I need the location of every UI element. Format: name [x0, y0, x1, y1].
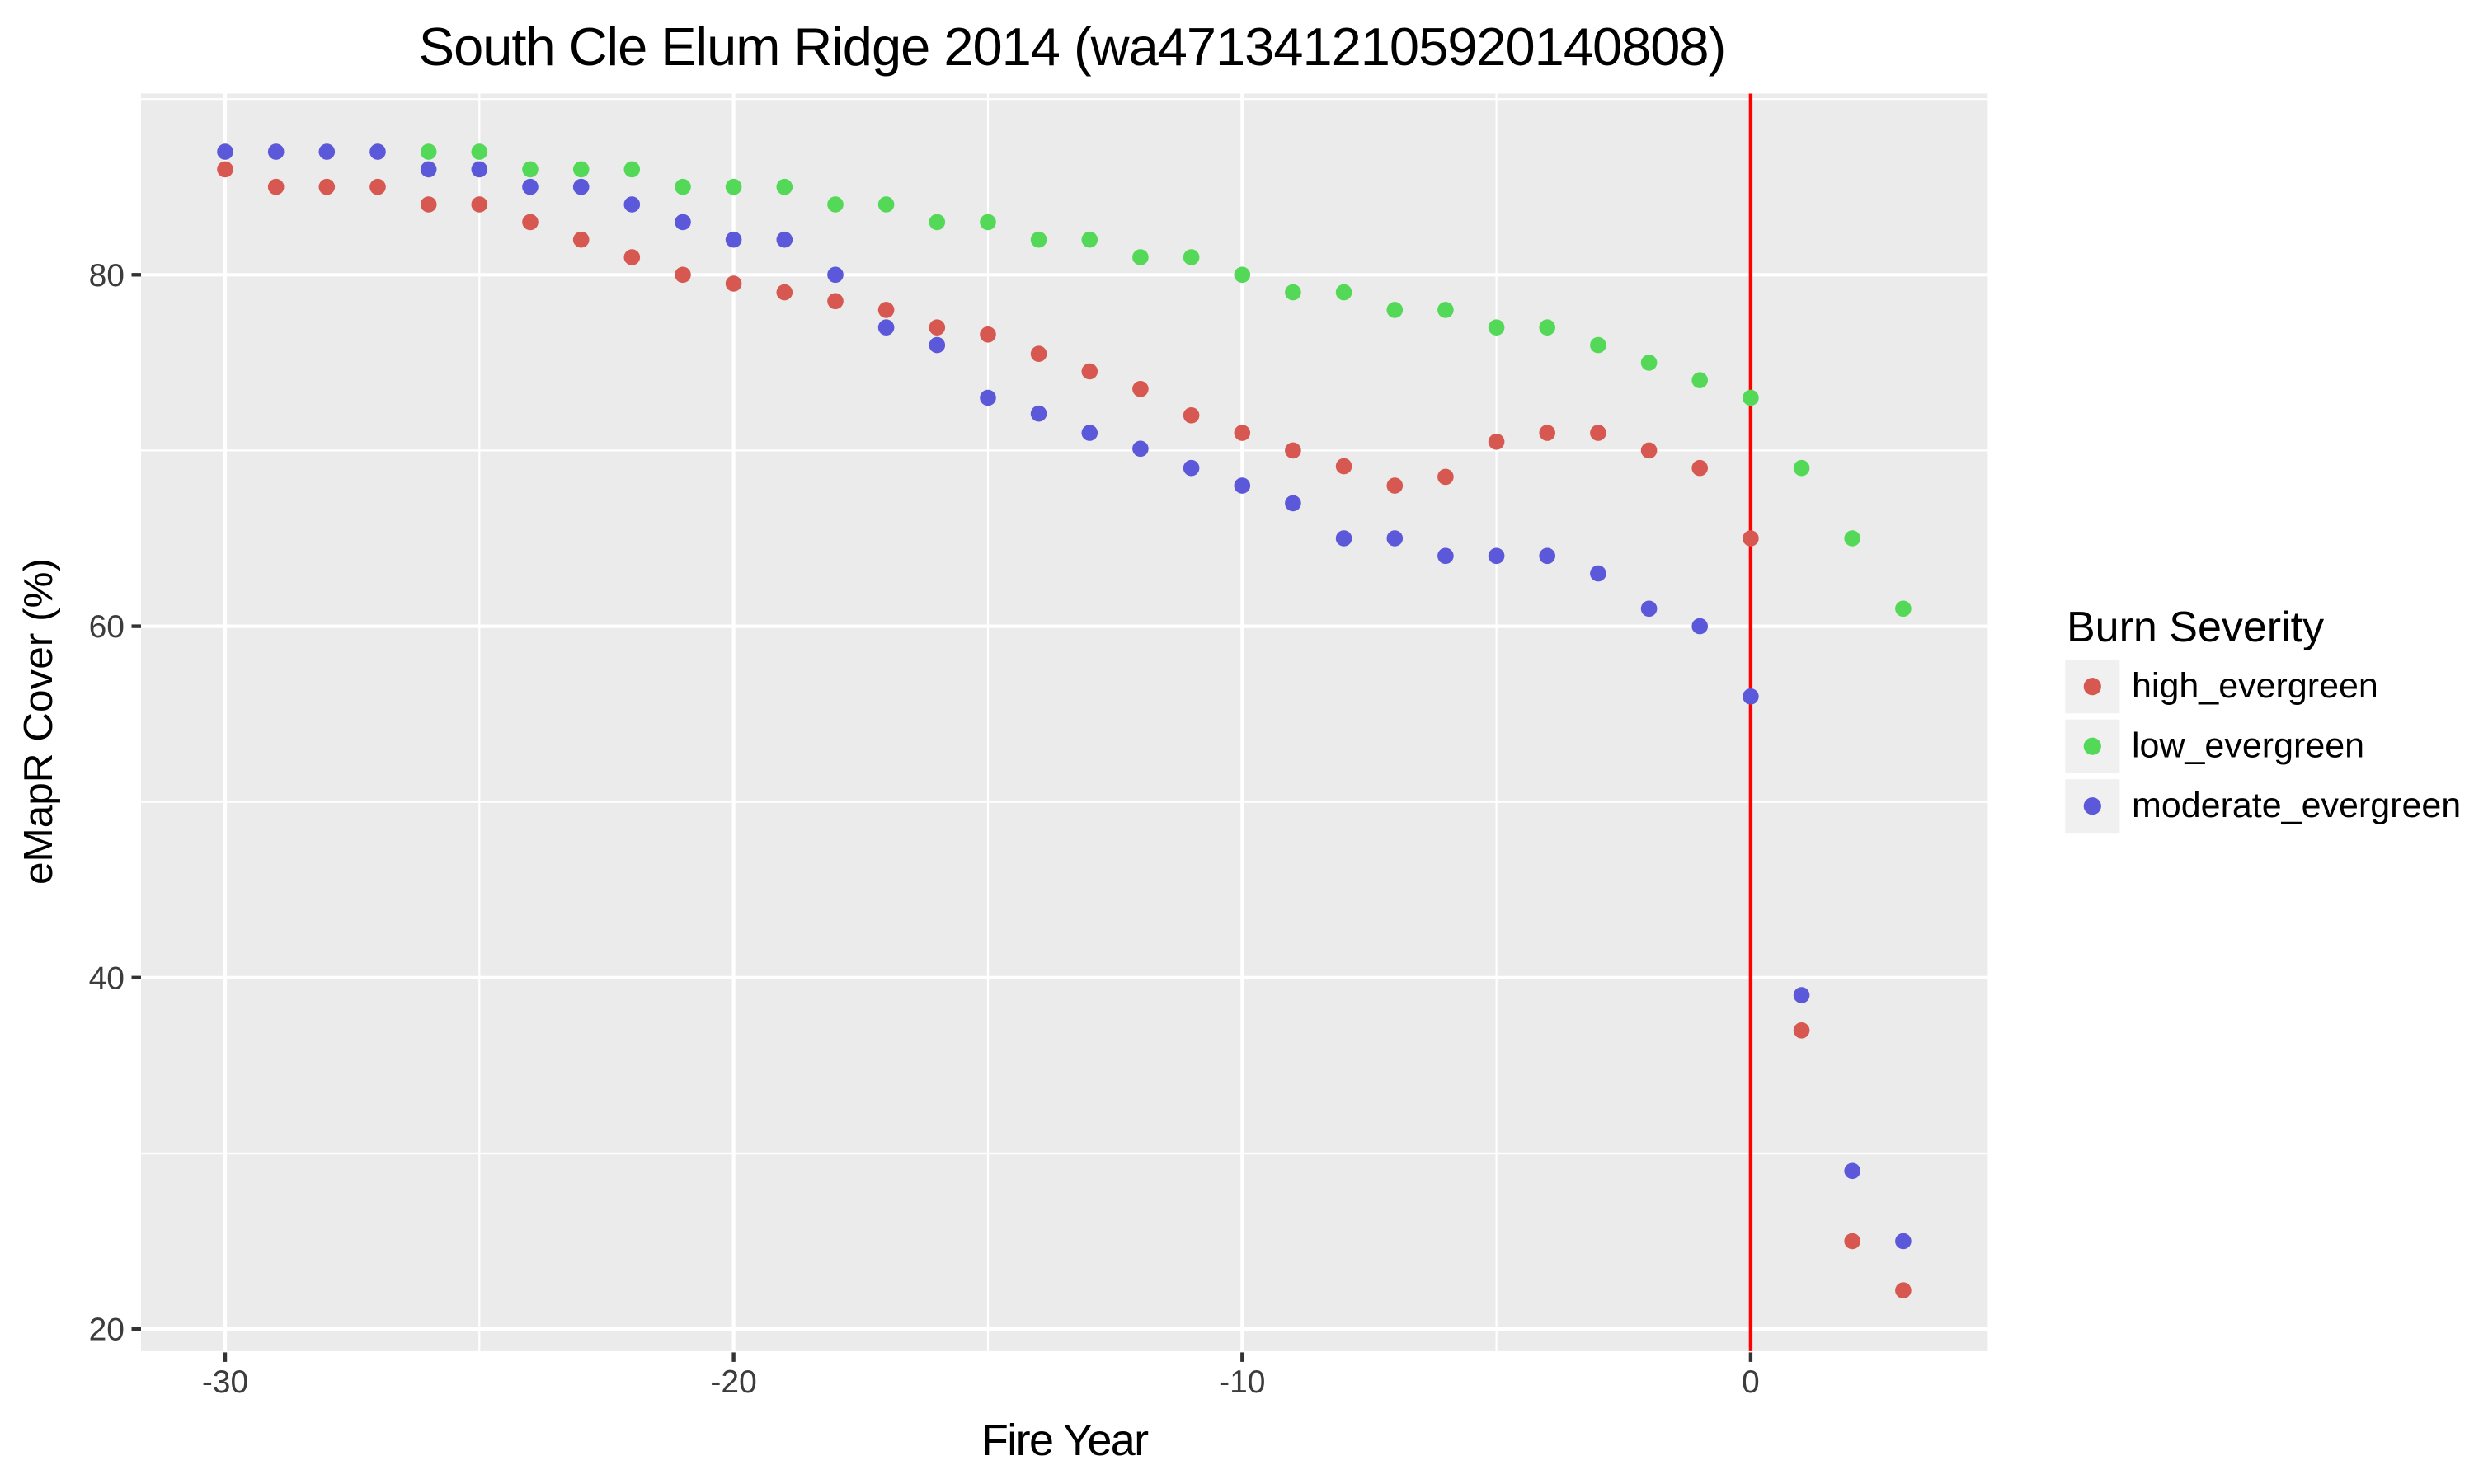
svg-text:20: 20 [89, 1313, 125, 1348]
svg-text:40: 40 [89, 960, 125, 996]
svg-text:-30: -30 [202, 1364, 248, 1400]
svg-text:-10: -10 [1219, 1364, 1265, 1400]
svg-text:80: 80 [89, 258, 125, 294]
svg-text:South Cle Elum Ridge 2014 (wa4: South Cle Elum Ridge 2014 (wa47134121059… [419, 16, 1725, 77]
svg-text:Burn Severity: Burn Severity [2067, 603, 2324, 651]
svg-text:-20: -20 [710, 1364, 756, 1400]
svg-text:0: 0 [1742, 1364, 1760, 1400]
svg-text:Fire Year: Fire Year [981, 1416, 1149, 1465]
svg-text:60: 60 [89, 609, 125, 645]
svg-text:moderate_evergreen: moderate_evergreen [2132, 786, 2461, 825]
svg-text:low_evergreen: low_evergreen [2132, 726, 2364, 765]
svg-text:high_evergreen: high_evergreen [2132, 666, 2378, 706]
svg-text:eMapR Cover (%): eMapR Cover (%) [16, 558, 61, 885]
